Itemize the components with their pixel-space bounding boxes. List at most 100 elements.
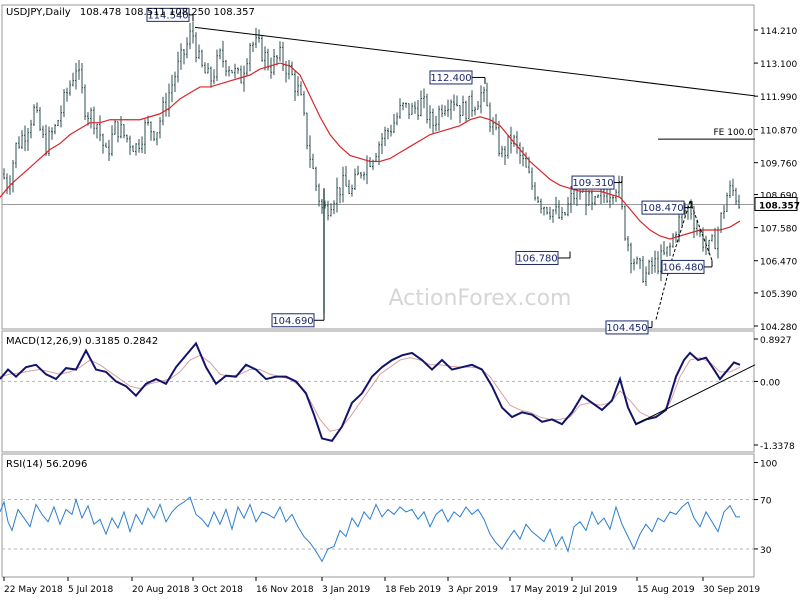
annotation-box — [271, 313, 315, 328]
price-bar — [363, 171, 365, 181]
price-bar — [303, 91, 305, 116]
rsi-title: RSI(14) 56.2096 — [6, 459, 87, 470]
price-bar — [246, 58, 248, 77]
date-axis-tick-label: 20 Aug 2018 — [132, 585, 190, 595]
macd-panel-frame — [1, 330, 755, 453]
date-axis-tick-label: 18 Feb 2019 — [385, 585, 441, 595]
price-bar — [447, 99, 449, 118]
price-bar — [654, 250, 656, 273]
price-bar — [210, 66, 212, 88]
date-axis-tick-label: 16 Nov 2018 — [256, 585, 314, 595]
price-bar — [171, 74, 173, 103]
price-bar — [522, 146, 524, 167]
price-bar — [588, 190, 590, 206]
annotation-label: 112.400 — [430, 73, 471, 84]
price-bar — [426, 93, 428, 124]
annotation-label: 114.540 — [147, 10, 188, 21]
date-axis-tick-label: 2 Jul 2019 — [572, 585, 617, 595]
price-bar — [624, 205, 626, 241]
price-bar — [279, 41, 281, 62]
price-bar — [732, 178, 734, 197]
price-bar — [738, 194, 740, 209]
price-bar — [420, 90, 422, 117]
price-panel-frame — [1, 4, 755, 330]
annotation-box — [661, 259, 705, 274]
price-bar — [30, 119, 32, 139]
macd-axis-tick-label: 0.00 — [760, 378, 780, 388]
symbol-timeframe: USDJPY,Daily — [6, 7, 71, 18]
price-bar — [270, 57, 272, 79]
price-bar — [405, 102, 407, 108]
macd-axis-tick-label: -1.3378 — [760, 442, 795, 452]
price-bar — [117, 121, 119, 143]
annotation-label: 106.480 — [662, 262, 703, 273]
fe-100-label: FE 100.0 — [714, 128, 754, 138]
price-bar — [309, 135, 311, 168]
chart-header: USDJPY,Daily 108.478 108.511 108.250 108… — [6, 7, 255, 18]
macd-trendline — [635, 364, 756, 425]
price-bar — [729, 180, 731, 199]
price-bar — [339, 187, 341, 204]
price-bar — [96, 123, 98, 139]
price-bar — [144, 119, 146, 154]
price-bar — [60, 105, 62, 128]
date-axis-tick-label: 3 Jan 2019 — [322, 585, 370, 595]
price-bar — [225, 59, 227, 77]
date-axis-tick-label: 17 May 2019 — [510, 585, 569, 595]
price-bar — [645, 266, 647, 286]
price-bar — [492, 117, 494, 135]
price-bar — [213, 69, 215, 85]
price-bar — [408, 103, 410, 120]
current-price-box — [754, 196, 798, 211]
price-bar — [711, 234, 713, 242]
price-bar — [39, 106, 41, 131]
price-bar — [252, 41, 254, 53]
price-bar — [132, 145, 134, 152]
price-bar — [390, 124, 392, 137]
price-bar — [150, 121, 152, 141]
price-axis-tick-label: 104.280 — [760, 323, 797, 333]
price-bar — [489, 102, 491, 133]
price-bar — [552, 209, 554, 223]
price-bar — [474, 106, 476, 116]
price-bar — [387, 127, 389, 140]
price-bar — [207, 63, 209, 74]
price-bar — [612, 195, 614, 205]
price-bar — [627, 236, 629, 252]
price-bar — [159, 117, 161, 139]
price-bar — [105, 142, 107, 148]
price-bar — [75, 62, 77, 90]
price-bar — [642, 256, 644, 283]
price-bar — [255, 27, 257, 49]
price-bar — [90, 107, 92, 129]
price-bar — [126, 134, 128, 143]
ohlc-values: 108.478 108.511 108.250 108.357 — [80, 7, 255, 18]
price-bar — [81, 63, 83, 94]
price-bar — [465, 100, 467, 122]
price-bar — [15, 142, 17, 169]
price-bar — [564, 211, 566, 216]
annotation-box — [641, 200, 685, 215]
price-bar — [483, 86, 485, 102]
price-bar — [396, 112, 398, 126]
price-bar — [456, 95, 458, 107]
price-bar — [99, 115, 101, 142]
price-bar — [357, 165, 359, 176]
price-bar — [102, 133, 104, 154]
price-bar — [525, 152, 527, 168]
annotation-label: 108.470 — [642, 203, 683, 214]
price-bar — [153, 130, 155, 142]
price-bar — [258, 29, 260, 43]
price-bar — [219, 48, 221, 60]
price-axis-tick-label: 105.390 — [760, 290, 797, 300]
price-bar — [195, 32, 197, 63]
price-axis-tick-label: 114.210 — [760, 27, 797, 37]
price-axis-tick-label: 106.470 — [760, 258, 797, 268]
price-bar — [480, 85, 482, 114]
price-axis-tick-label: 108.690 — [760, 192, 797, 202]
price-bar — [69, 80, 71, 96]
price-bar — [342, 166, 344, 203]
price-bar — [42, 125, 44, 139]
price-bar — [714, 227, 716, 250]
